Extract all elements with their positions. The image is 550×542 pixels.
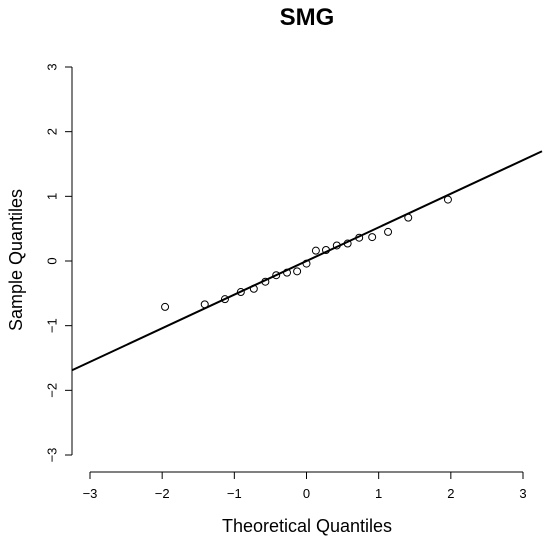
data-point — [321, 246, 330, 255]
data-point — [343, 239, 352, 248]
y-tick-label: 2 — [44, 128, 59, 135]
y-tick-label: −1 — [44, 318, 59, 333]
y-tick-label: 0 — [44, 257, 59, 264]
data-point — [404, 213, 413, 222]
x-tick-label: 3 — [519, 486, 526, 501]
data-point — [384, 227, 393, 236]
data-point — [220, 295, 229, 304]
data-point — [236, 288, 245, 297]
x-tick-label: −1 — [227, 486, 242, 501]
data-point — [293, 267, 302, 276]
x-tick-label: −3 — [83, 486, 98, 501]
y-axis-ticks: −3 −2 −1 0 1 2 3 — [44, 63, 72, 462]
data-point — [302, 259, 311, 268]
data-point — [161, 302, 170, 311]
y-tick-label: 1 — [44, 193, 59, 200]
data-point — [355, 233, 364, 242]
data-point — [443, 195, 452, 204]
reference-line — [71, 150, 543, 372]
y-axis-title: Sample Quantiles — [6, 189, 26, 331]
y-tick-label: −3 — [44, 448, 59, 463]
chart-title: SMG — [280, 4, 335, 31]
y-tick-label: −2 — [44, 383, 59, 398]
data-point — [272, 271, 281, 280]
y-tick-label: 3 — [44, 63, 59, 70]
data-point — [249, 284, 258, 293]
data-point — [283, 268, 292, 277]
x-tick-label: −2 — [155, 486, 170, 501]
x-tick-label: 1 — [375, 486, 382, 501]
data-point — [311, 246, 320, 255]
data-point — [368, 233, 377, 242]
x-tick-label: 2 — [447, 486, 454, 501]
x-tick-label: 0 — [303, 486, 310, 501]
data-point — [332, 241, 341, 250]
data-point — [261, 277, 270, 286]
x-axis-ticks: −3 −2 −1 0 1 2 3 — [83, 472, 527, 501]
data-points — [161, 195, 452, 311]
data-point — [200, 300, 209, 309]
x-axis-title: Theoretical Quantiles — [222, 516, 392, 536]
